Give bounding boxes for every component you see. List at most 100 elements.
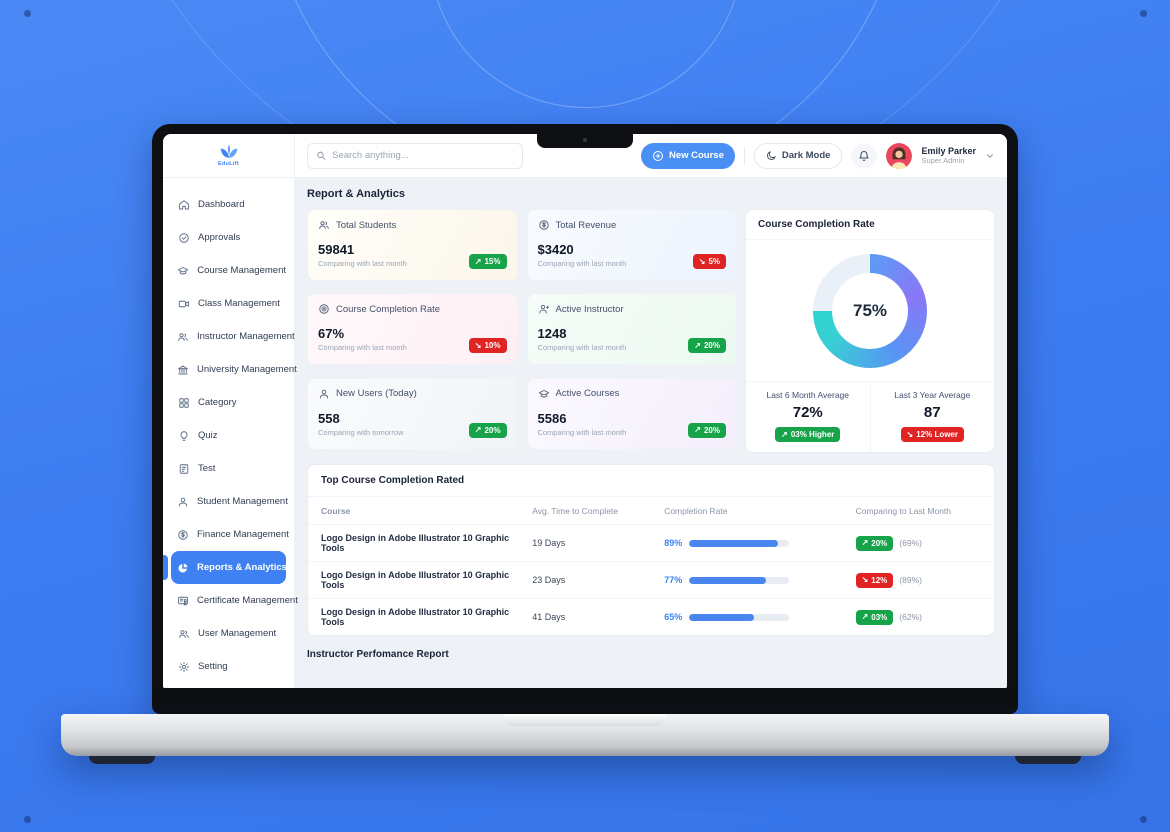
- trend-badge: ↗ 20%: [688, 338, 726, 354]
- sidebar-item-label: Approvals: [198, 232, 241, 243]
- avg-label: Last 6 Month Average: [766, 390, 850, 400]
- progress-bar: [689, 539, 790, 547]
- decor-circle: [429, 0, 743, 108]
- stat-card-value: $3420: [537, 242, 574, 257]
- table-title: Top Course Completion Rated: [308, 465, 994, 497]
- table-header-row: Course Avg. Time to Complete Completion …: [308, 497, 994, 524]
- completion-percent: 65%: [664, 612, 683, 622]
- trend-down-icon: ↘: [474, 340, 482, 350]
- course-name: Logo Design in Adobe Illustrator 10 Grap…: [321, 570, 510, 590]
- table-row[interactable]: Logo Design in Adobe Illustrator 10 Grap…: [308, 598, 994, 635]
- sidebar-item-university-management[interactable]: University Management: [171, 353, 297, 386]
- avg-6-month: Last 6 Month Average 72% ↗ 03% Higher: [746, 382, 870, 452]
- trend-up-icon: ↗: [694, 425, 701, 435]
- completion-rate-panel: Course Completion Rate 75% Last 6 Month …: [745, 209, 995, 453]
- users-icon: [177, 628, 190, 640]
- sidebar-item-label: Category: [198, 397, 237, 408]
- table-row[interactable]: Logo Design in Adobe Illustrator 10 Grap…: [308, 524, 994, 561]
- sidebar-item-user-management[interactable]: User Management: [171, 617, 286, 650]
- stat-card-note: Comparing with tomorrow: [318, 427, 404, 437]
- sidebar-item-label: Dashboard: [198, 199, 245, 210]
- trend-badge: ↗ 20%: [855, 535, 894, 551]
- completion-percent: 77%: [664, 575, 683, 585]
- stat-card-title: New Users (Today): [336, 388, 417, 400]
- search-input[interactable]: [332, 150, 514, 161]
- sidebar-item-certificate-management[interactable]: Certificate Management: [171, 584, 298, 617]
- avg-3-year: Last 3 Year Average 87 ↘ 12% Lower: [869, 382, 995, 452]
- notifications-button[interactable]: [851, 142, 878, 169]
- divider: [743, 146, 745, 165]
- avg-time: 19 Days: [532, 538, 566, 548]
- col-course: Course: [321, 505, 351, 516]
- donut-center-label: 75%: [852, 300, 888, 320]
- laptop-foot: [1015, 754, 1081, 764]
- stat-card-title: Course Completion Rate: [336, 303, 441, 315]
- progress-bar: [689, 576, 790, 584]
- sidebar-item-category[interactable]: Category: [171, 386, 286, 419]
- search-bar[interactable]: [307, 142, 523, 169]
- graduation-cap-icon: [538, 389, 549, 398]
- trend-down-icon: ↘: [906, 429, 914, 439]
- laptop-foot: [89, 754, 155, 764]
- previous-percent: (89%): [899, 575, 922, 585]
- sidebar-item-label: Course Management: [197, 265, 286, 276]
- students-icon: [319, 221, 329, 229]
- user-role: Super Admin: [921, 156, 965, 166]
- progress-fill: [689, 576, 767, 584]
- trend-badge: ↗ 03%: [855, 609, 894, 625]
- sidebar-item-test[interactable]: Test: [171, 452, 286, 485]
- check-circle-icon: [177, 232, 190, 244]
- sidebar-item-approvals[interactable]: Approvals: [171, 221, 286, 254]
- chevron-down-icon[interactable]: [985, 151, 995, 161]
- stat-card-title: Active Courses: [555, 388, 620, 400]
- trend-up-icon: ↗: [474, 256, 482, 266]
- col-avg-time: Avg. Time to Complete: [532, 505, 619, 516]
- sidebar-item-quiz[interactable]: Quiz: [171, 419, 286, 452]
- stat-card-title: Active Instructor: [555, 303, 624, 315]
- stat-card-note: Comparing with last month: [318, 343, 407, 353]
- trend-down-icon: ↘: [698, 256, 706, 266]
- trend-down-icon: ↘: [861, 575, 869, 584]
- stat-card-total-revenue: Total Revenue $3420 Comparing with last …: [526, 209, 737, 281]
- trend-up-icon: ↗: [861, 612, 869, 621]
- avg-value: 72%: [792, 404, 823, 421]
- sidebar-item-class-management[interactable]: Class Management: [171, 287, 286, 320]
- sidebar-item-course-management[interactable]: Course Management: [171, 254, 286, 287]
- decor-dot: [1140, 10, 1147, 17]
- avg-value: 87: [923, 404, 941, 421]
- avg-time: 23 Days: [532, 575, 566, 585]
- sidebar-item-label: Class Management: [198, 298, 280, 309]
- stat-card-title: Total Students: [336, 219, 397, 231]
- new-course-button[interactable]: New Course: [640, 142, 735, 169]
- sidebar-item-reports-analytics[interactable]: Reports & Analytics: [163, 551, 287, 584]
- table-row[interactable]: Logo Design in Adobe Illustrator 10 Grap…: [308, 561, 994, 598]
- sidebar-item-label: Reports & Analytics: [197, 562, 287, 573]
- sidebar-item-label: Finance Management: [197, 529, 289, 540]
- panel-title: Course Completion Rate: [746, 210, 994, 240]
- stat-card-note: Comparing with last month: [537, 259, 627, 268]
- sidebar-item-setting[interactable]: Setting: [171, 650, 286, 683]
- sidebar-item-student-management[interactable]: Student Management: [171, 485, 288, 518]
- previous-percent: (62%): [899, 612, 922, 622]
- progress-fill: [689, 613, 755, 621]
- user-avatar[interactable]: [886, 142, 913, 169]
- stat-card-note: Comparing with last month: [537, 427, 627, 437]
- sidebar-item-dashboard[interactable]: Dashboard: [171, 188, 286, 221]
- bank-icon: [177, 364, 189, 376]
- gear-icon: [177, 661, 190, 673]
- dark-mode-button[interactable]: Dark Mode: [753, 142, 843, 169]
- stat-card-value: 5586: [537, 410, 567, 426]
- stats-grid: Total Students 59841 Comparing with last…: [307, 209, 737, 453]
- page-title: Report & Analytics: [307, 188, 406, 200]
- main-content: Report & Analytics Total Students 59841 …: [295, 178, 1007, 688]
- edulift-logo-icon: [220, 144, 237, 158]
- sidebar-item-instructor-management[interactable]: Instructor Management: [171, 320, 295, 353]
- sidebar-item-label: User Management: [198, 628, 277, 639]
- stat-card-note: Comparing with last month: [537, 343, 627, 353]
- trend-badge: ↗ 15%: [468, 254, 507, 269]
- brand-logo[interactable]: EduLift: [163, 134, 295, 177]
- progress-bar: [689, 613, 790, 621]
- laptop-base-notch: [504, 714, 666, 726]
- trend-badge: ↘ 12%: [855, 572, 894, 588]
- sidebar-item-finance-management[interactable]: Finance Management: [171, 518, 289, 551]
